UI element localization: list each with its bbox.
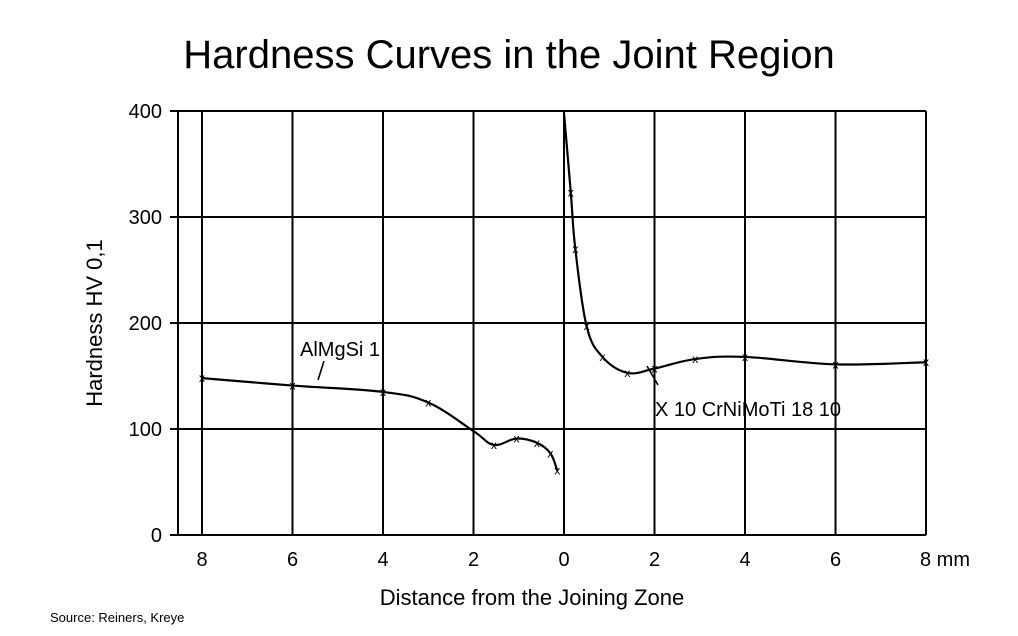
data-point-marker: x: [652, 362, 658, 376]
data-point-marker: x: [554, 463, 560, 477]
data-point-marker: x: [290, 379, 296, 393]
chart-grid: [170, 110, 927, 536]
y-tick-label: 100: [129, 419, 162, 441]
source-note: Source: Reiners, Kreye: [50, 610, 184, 625]
data-point-marker: x: [742, 350, 748, 364]
series-label-steel: X 10 CrNiMoTi 18 10: [655, 399, 841, 421]
series-line-almgsi: [200, 377, 559, 472]
x-axis-label: Distance from the Joining Zone: [380, 585, 685, 610]
data-point-marker: x: [692, 352, 698, 366]
data-point-marker: x: [547, 446, 553, 460]
x-tick-label: 2: [468, 549, 479, 571]
data-point-marker: x: [568, 186, 574, 200]
data-point-marker: x: [491, 438, 497, 452]
x-tick-label: 8: [196, 549, 207, 571]
data-point-marker: x: [199, 371, 205, 385]
x-tick-label: 2: [649, 549, 660, 571]
data-point-marker: x: [425, 396, 431, 410]
data-point-marker: x: [923, 355, 929, 369]
data-point-marker: x: [534, 436, 540, 450]
x-tick-label: 0: [558, 549, 569, 571]
data-point-marker: x: [599, 350, 605, 364]
y-tick-label: 300: [129, 207, 162, 229]
x-tick-label: 6: [287, 549, 298, 571]
series-leader-almgsi: [317, 360, 325, 381]
series-line-steel: [562, 112, 928, 375]
y-tick-label: 200: [129, 313, 162, 335]
series-label-almgsi: AlMgSi 1: [300, 339, 380, 361]
data-point-marker: x: [572, 242, 578, 256]
y-tick-labels: 0 100 200 300 400: [129, 101, 162, 547]
x-tick-label: 4: [377, 549, 388, 571]
x-tick-label: 4: [739, 549, 750, 571]
y-tick-label: 400: [129, 101, 162, 123]
data-point-marker: x: [513, 432, 519, 446]
chart-title: Hardness Curves in the Joint Region: [183, 33, 834, 77]
x-tick-label: 8 mm: [920, 549, 970, 571]
data-point-marker: x: [833, 357, 839, 371]
y-tick-label: 0: [151, 525, 162, 547]
x-tick-label: 6: [830, 549, 841, 571]
data-point-marker: x: [624, 366, 630, 380]
series-leader-steel: [646, 365, 659, 386]
data-point-marker: x: [584, 319, 590, 333]
y-axis-label: Hardness HV 0,1: [82, 239, 107, 407]
x-tick-labels: 8 6 4 2 0 2 4 6 8 mm: [196, 549, 970, 571]
data-point-marker: x: [380, 385, 386, 399]
